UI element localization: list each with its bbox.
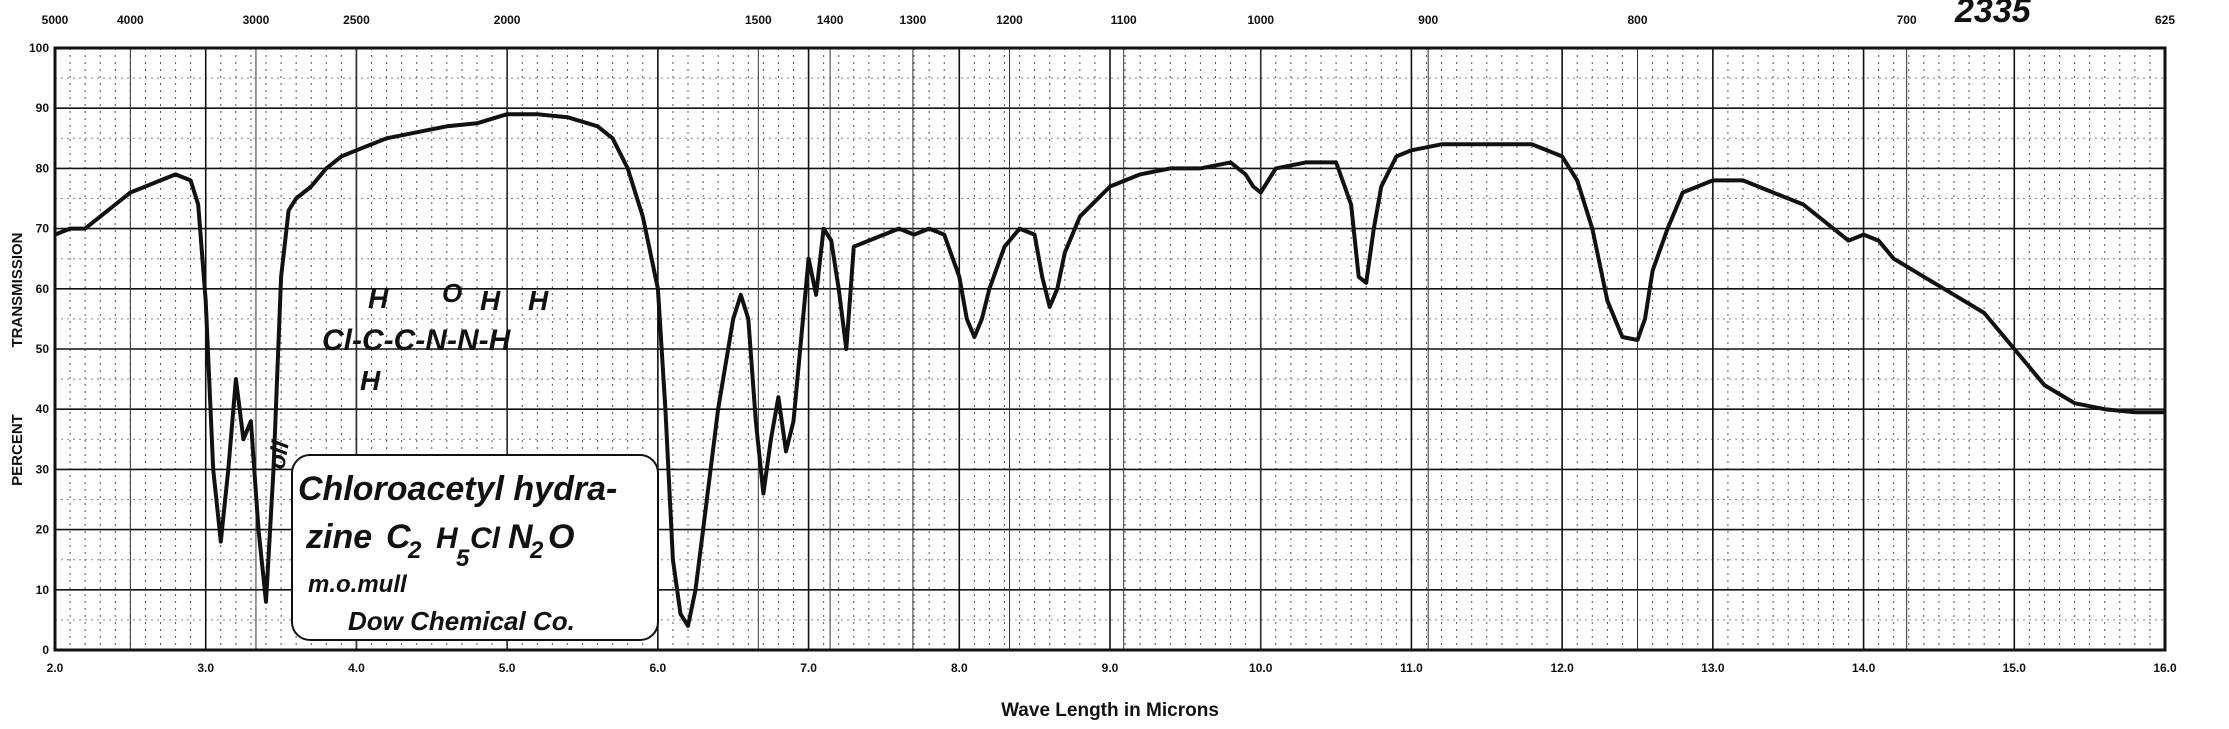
x-tick-label: 6.0 [650, 661, 667, 675]
x-tick-label: 11.0 [1400, 661, 1423, 675]
plot-frame [53, 46, 2167, 652]
structure-o: O [442, 278, 462, 308]
x-tick-label: 2.0 [47, 661, 64, 675]
x-tick-label: 7.0 [800, 661, 817, 675]
spectrum-number: 2335 [1954, 0, 2032, 30]
x-tick-label: 14.0 [1852, 661, 1876, 675]
x-tick-labels: 2.0 3.0 4.0 5.0 6.0 7.0 8.0 9.0 10.0 11.0 12.0 13.0… [47, 661, 2177, 675]
y-tick-label: 30 [36, 462, 50, 476]
x-tick-label: 3.0 [197, 661, 214, 675]
wavenumber-tick-label: 2000 [494, 13, 521, 27]
x-tick-label: 5.0 [499, 661, 516, 675]
wavenumber-tick-label: 3000 [243, 13, 270, 27]
y-tick-label: 0 [42, 643, 49, 657]
x-tick-label: 9.0 [1102, 661, 1119, 675]
y-tick-label: 10 [36, 583, 50, 597]
y-tick-label: 70 [36, 222, 50, 236]
x-tick-label: 15.0 [2003, 661, 2027, 675]
y-tick-label: 50 [36, 342, 50, 356]
y-tick-labels: 0 10 20 30 40 50 60 70 80 90 100 [29, 41, 49, 657]
y-tick-label: 80 [36, 161, 50, 175]
formula-h: H [436, 522, 459, 555]
x-tick-label: 8.0 [951, 661, 968, 675]
wavenumber-tick-label: 1200 [996, 13, 1023, 27]
y-axis-label-percent: PERCENT [9, 414, 26, 486]
wavenumber-tick-label: 5000 [42, 13, 69, 27]
formula-o: O [548, 518, 574, 556]
structure-nh1: H [480, 285, 501, 316]
wavenumber-tick-label: 2500 [343, 13, 370, 27]
formula-c: C [386, 518, 411, 556]
wavenumber-tick-label: 1400 [817, 13, 844, 27]
formula-h-sub: 5 [456, 545, 470, 572]
y-tick-label: 100 [29, 41, 49, 55]
wavenumber-tick-label: 625 [2155, 13, 2175, 27]
wavenumber-tick-label: 1100 [1111, 13, 1137, 27]
x-axis-label: Wave Length in Microns [1001, 700, 1219, 721]
formula-c-sub: 2 [407, 537, 422, 564]
source-label: Dow Chemical Co. [348, 606, 575, 636]
wavenumber-tick-label: 1500 [745, 13, 772, 27]
formula-cl: Cl [470, 522, 501, 555]
wavenumber-tick-label: 900 [1418, 13, 1438, 27]
method-label: m.o.mull [308, 571, 408, 598]
wavenumber-tick-labels: 5000 4000 3000 2500 2000 1500 1400 1300 1200 1100… [42, 13, 2176, 27]
wavenumber-tick-label: 1000 [1247, 13, 1274, 27]
x-tick-label: 12.0 [1550, 661, 1574, 675]
y-tick-label: 60 [36, 282, 50, 296]
structure-nh2: H [528, 285, 549, 316]
structure-h-top: H [368, 283, 389, 314]
formula-n: N [508, 518, 534, 556]
compound-info-frame [291, 454, 659, 641]
x-tick-label: 13.0 [1701, 661, 1725, 675]
structure-h-bottom: H [360, 365, 381, 396]
x-tick-label: 4.0 [348, 661, 365, 675]
structural-formula: H O H H Cl-C-C-N-N-H H [322, 278, 549, 396]
compound-name-line2: zine [305, 518, 372, 556]
structure-main: Cl-C-C-N-N-H [322, 324, 512, 357]
y-tick-label: 20 [36, 523, 50, 537]
y-tick-label: 40 [36, 402, 50, 416]
compound-info-box: Chloroacetyl hydra- zine C 2 H 5 Cl N 2 … [291, 454, 659, 641]
x-tick-label: 10.0 [1249, 661, 1273, 675]
compound-formula: zine C 2 H 5 Cl N 2 O [305, 518, 574, 572]
oil-label: oil [263, 437, 295, 471]
wavenumber-tick-label: 800 [1627, 13, 1647, 27]
wavenumber-tick-label: 700 [1897, 13, 1917, 27]
spectrum-line [54, 112, 2165, 628]
y-axis-label-transmission: TRANSMISSION [9, 232, 26, 347]
wavenumber-tick-label: 1300 [900, 13, 927, 27]
wavenumber-tick-label: 4000 [117, 13, 144, 27]
compound-name-line1: Chloroacetyl hydra- [298, 470, 617, 508]
x-tick-label: 16.0 [2153, 661, 2177, 675]
y-tick-label: 90 [36, 101, 50, 115]
formula-n-sub: 2 [529, 537, 544, 564]
